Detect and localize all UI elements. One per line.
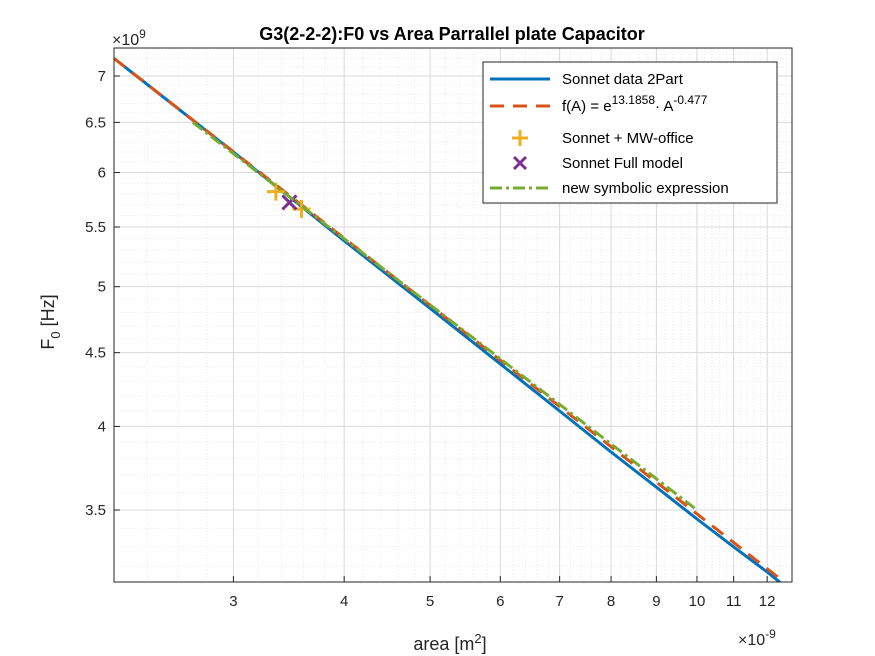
x-tick-label: 4 <box>340 593 348 610</box>
x-tick-label: 5 <box>426 593 434 610</box>
plot-frame <box>113 47 793 583</box>
y-axis-ticks: 3.5 4 4.5 5 5.5 6 6.5 7 <box>85 68 120 519</box>
series-1-line <box>114 57 787 582</box>
legend-entry-sonnet-2part: Sonnet data 2Part <box>490 71 684 88</box>
major-grid <box>114 48 792 582</box>
y-tick-label: 6 <box>98 165 106 182</box>
x-tick-label: 12 <box>759 593 776 610</box>
legend-label: new symbolic expression <box>562 180 729 197</box>
legend-label: Sonnet Full model <box>562 155 683 172</box>
y-tick-label: 5 <box>98 279 106 296</box>
legend-entry-symbolic: new symbolic expression <box>490 180 729 197</box>
legend-label: f(A) = e13.1858· A-0.477 <box>562 93 708 115</box>
legend-label: Sonnet + MW-office <box>562 130 694 147</box>
legend-entry-fit: f(A) = e13.1858· A-0.477 <box>490 93 708 115</box>
x-tick-label: 8 <box>607 593 615 610</box>
x-tick-label: 7 <box>555 593 563 610</box>
y-axis-multiplier: ×109 <box>112 27 146 49</box>
x-tick-label: 3 <box>229 593 237 610</box>
legend-label: Sonnet data 2Part <box>562 71 684 88</box>
legend-box <box>482 61 778 204</box>
x-tick-label: 6 <box>496 593 504 610</box>
legend-swatch-plus <box>512 130 528 146</box>
y-axis-label: F0 [Hz] <box>38 294 63 349</box>
y-tick-label: 6.5 <box>85 114 106 131</box>
chart-title: G3(2-2-2):F0 vs Area Parrallel plate Cap… <box>259 24 645 44</box>
y-tick-label: 4.5 <box>85 345 106 362</box>
x-tick-label: 9 <box>652 593 660 610</box>
y-tick-label: 7 <box>98 68 106 85</box>
legend-swatch-x <box>512 155 528 171</box>
data-point-plus <box>266 182 285 201</box>
series-layer <box>114 57 787 582</box>
x-tick-label: 11 <box>726 593 742 610</box>
y-tick-label: 3.5 <box>85 502 106 519</box>
x-axis-multiplier: ×10-9 <box>738 627 776 649</box>
legend-entry-mw-office: Sonnet + MW-office <box>512 130 694 147</box>
series-4-line <box>191 121 698 512</box>
x-tick-label: 10 <box>689 593 706 610</box>
data-point-x <box>281 194 298 211</box>
y-tick-label: 4 <box>98 418 106 435</box>
legend: Sonnet data 2Part f(A) = e13.1858· A-0.4… <box>482 61 778 204</box>
legend-entry-full-model: Sonnet Full model <box>512 155 683 172</box>
x-axis-label: area [m2] <box>413 631 486 654</box>
x-axis-ticks: 3 4 5 6 7 8 9 10 11 12 <box>229 576 775 610</box>
y-tick-label: 5.5 <box>85 219 106 236</box>
